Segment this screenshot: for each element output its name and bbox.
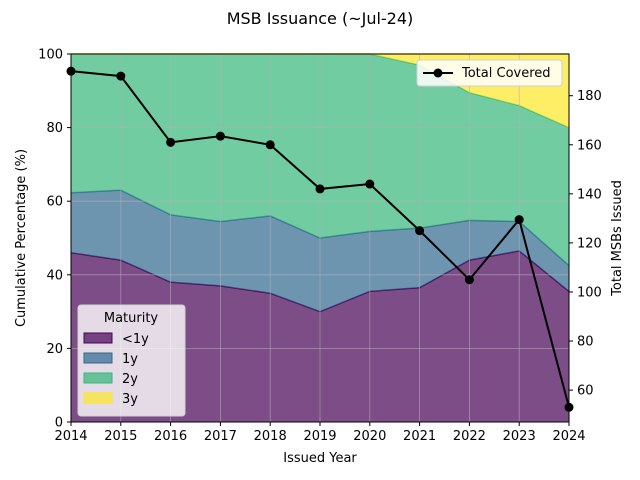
y-ticks: 0 20 40 60 80 100 xyxy=(38,48,71,431)
y-tick-label: 0 xyxy=(55,416,63,431)
y2-tick-label: 60 xyxy=(577,384,594,399)
y-tick-label: 60 xyxy=(46,195,63,210)
total-covered-point xyxy=(265,140,275,150)
grid-lines xyxy=(70,53,570,423)
y2-tick-label: 160 xyxy=(577,138,602,153)
x-axis-title: Issued Year xyxy=(283,451,357,466)
y2-tick-label: 120 xyxy=(577,236,602,251)
y2-axis-title: Total MSBs Issued xyxy=(610,180,625,297)
total-covered-line xyxy=(66,66,574,412)
total-covered-point xyxy=(166,137,176,147)
line-legend-marker xyxy=(433,68,443,78)
line-legend-label: Total Covered xyxy=(461,66,551,81)
y2-ticks: 60 80 100 120 140 160 180 xyxy=(569,89,602,399)
total-covered-point xyxy=(415,226,425,236)
x-ticks: 2014 2015 2016 2017 2018 2019 2020 2021 2022 2023… xyxy=(54,422,586,444)
legend-label-2y: 2y xyxy=(122,372,138,387)
legend-label-1y: 1y xyxy=(122,352,138,367)
y2-tick-label: 180 xyxy=(577,89,602,104)
legend-swatch-1y xyxy=(83,352,113,364)
total-covered-point xyxy=(116,71,126,81)
legend-swatch-2y xyxy=(83,372,113,384)
legend-label-lt1y: <1y xyxy=(122,332,149,347)
total-covered-point xyxy=(464,275,474,285)
x-tick-label: 2021 xyxy=(403,429,436,444)
x-tick-label: 2016 xyxy=(154,429,187,444)
y-tick-label: 100 xyxy=(38,48,63,63)
x-tick-label: 2024 xyxy=(552,429,585,444)
area-legend: Maturity <1y 1y 2y 3y xyxy=(77,304,186,417)
x-tick-label: 2015 xyxy=(104,429,137,444)
x-tick-label: 2018 xyxy=(254,429,287,444)
total-covered-point xyxy=(315,184,325,194)
y2-tick-label: 80 xyxy=(577,335,594,350)
line-legend: Total Covered xyxy=(416,59,563,87)
total-covered-point xyxy=(215,131,225,141)
y-axis-title: Cumulative Percentage (%) xyxy=(14,149,29,327)
legend-swatch-3y xyxy=(83,392,113,404)
x-tick-label: 2023 xyxy=(503,429,536,444)
total-covered-point xyxy=(514,215,524,225)
x-tick-label: 2022 xyxy=(453,429,486,444)
y-tick-label: 40 xyxy=(46,268,63,283)
line-legend-box xyxy=(416,59,563,87)
area-legend-title: Maturity xyxy=(104,311,159,326)
x-tick-label: 2020 xyxy=(353,429,386,444)
x-tick-label: 2014 xyxy=(54,429,87,444)
y-tick-label: 20 xyxy=(46,342,63,357)
total-covered-point xyxy=(365,179,375,189)
x-tick-label: 2017 xyxy=(204,429,237,444)
x-tick-label: 2019 xyxy=(303,429,336,444)
legend-label-3y: 3y xyxy=(122,392,138,407)
y2-tick-label: 140 xyxy=(577,187,602,202)
legend-swatch-lt1y xyxy=(83,332,113,344)
y-tick-label: 80 xyxy=(46,121,63,136)
chart-title: MSB Issuance (~Jul-24) xyxy=(227,9,414,28)
y2-tick-label: 100 xyxy=(577,285,602,300)
